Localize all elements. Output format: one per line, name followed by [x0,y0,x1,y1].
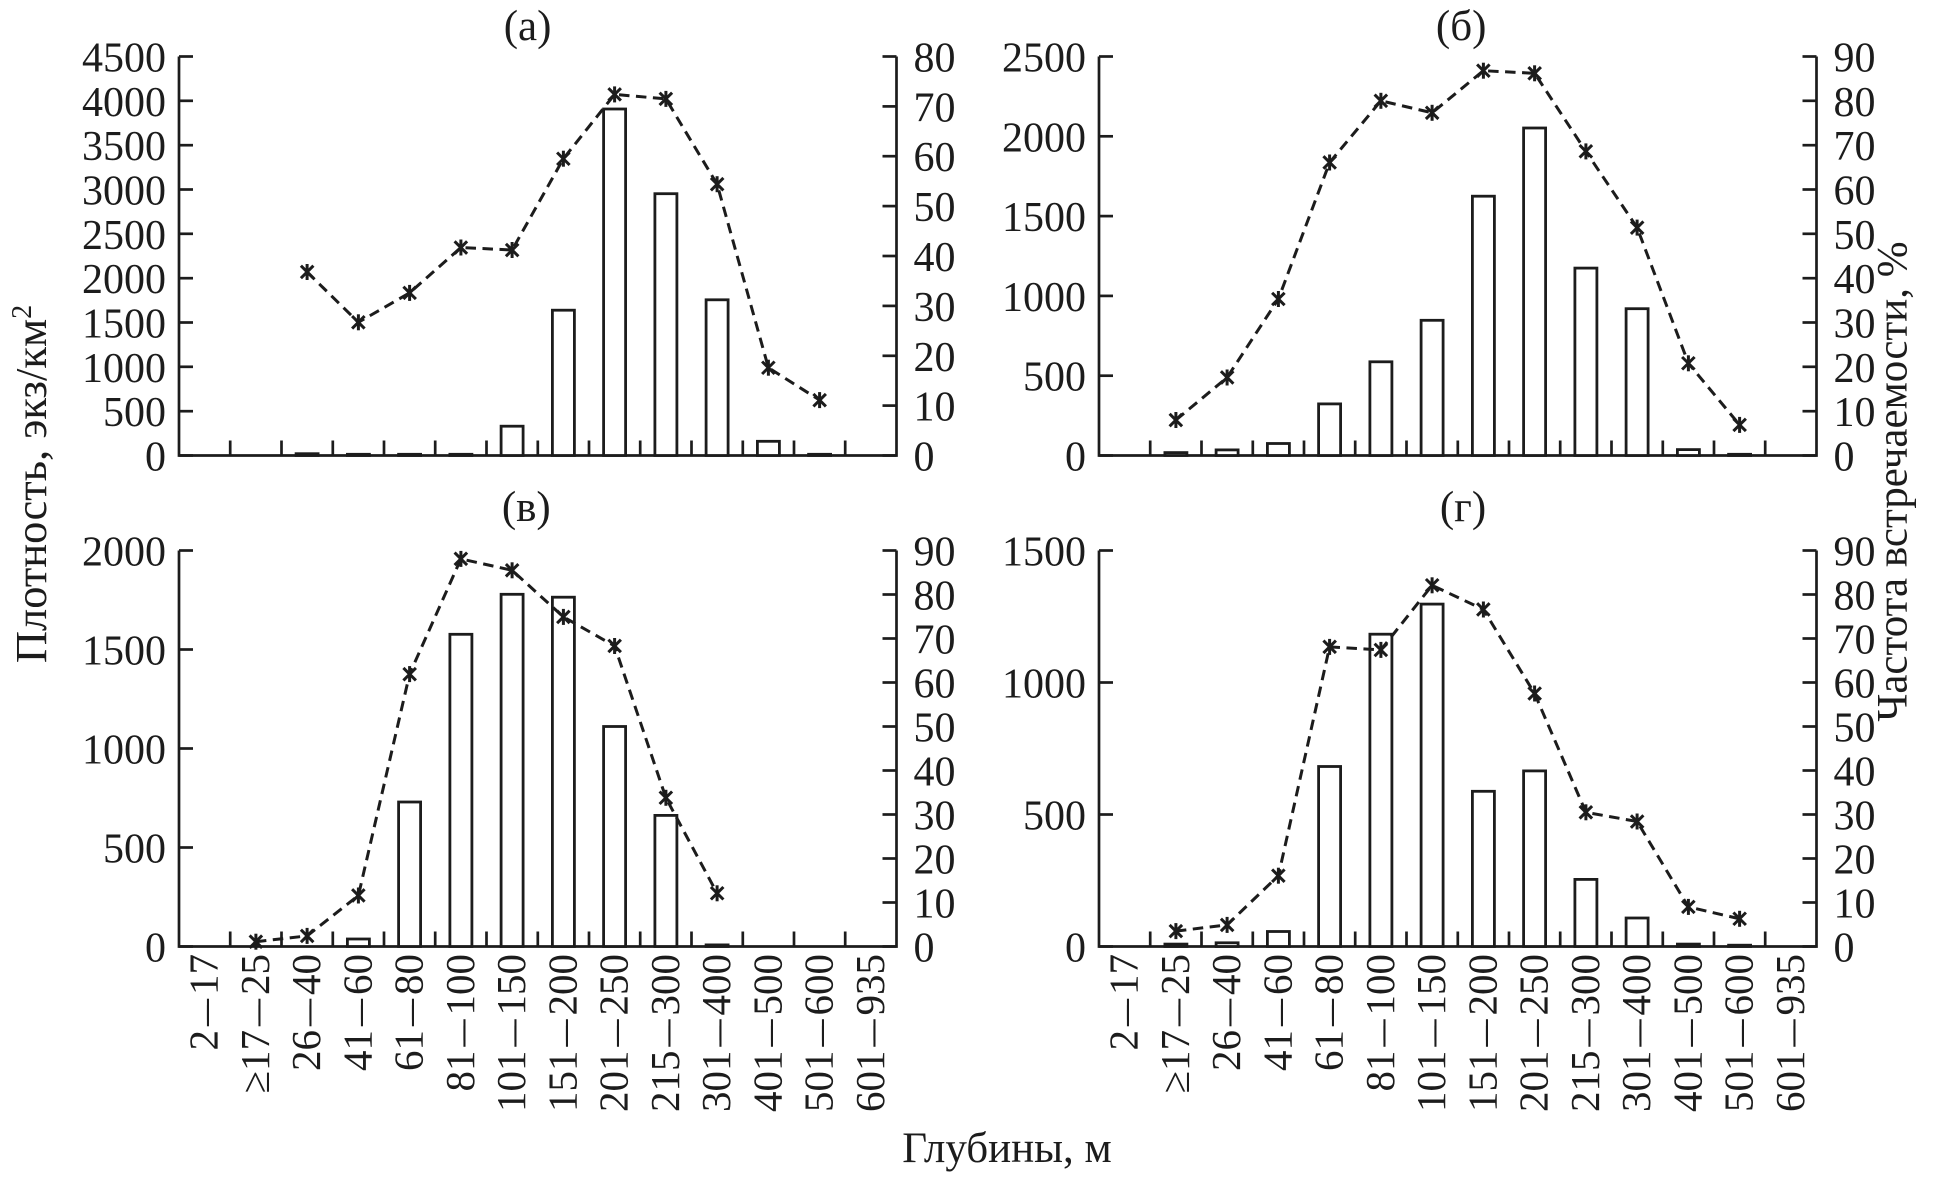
svg-text:0: 0 [145,926,166,972]
svg-text:2000: 2000 [82,530,166,576]
svg-text:1000: 1000 [82,728,166,774]
svg-text:(г): (г) [1440,484,1486,531]
svg-text:90: 90 [1834,36,1876,82]
svg-text:10: 10 [914,385,956,431]
svg-text:26––40: 26––40 [1203,954,1249,1071]
svg-text:501––600: 501––600 [1716,954,1762,1112]
svg-text:41––60: 41––60 [1254,954,1300,1071]
svg-text:50: 50 [914,706,956,752]
svg-text:40: 40 [914,750,956,796]
svg-text:(в): (в) [502,484,551,531]
svg-text:≥17––25: ≥17––25 [1152,954,1198,1094]
svg-text:81––100: 81––100 [1357,954,1403,1092]
svg-text:80: 80 [1834,574,1876,620]
svg-text:26––40: 26––40 [283,954,329,1071]
svg-text:0: 0 [1834,435,1855,481]
svg-text:20: 20 [914,838,956,884]
svg-text:61––80: 61––80 [1306,954,1352,1071]
svg-text:1000: 1000 [1002,662,1086,708]
svg-text:500: 500 [103,827,166,873]
svg-text:0: 0 [914,435,935,481]
svg-text:201––250: 201––250 [1511,954,1557,1112]
svg-text:30: 30 [914,794,956,840]
svg-text:3500: 3500 [82,124,166,170]
svg-text:40: 40 [914,235,956,281]
svg-text:601––935: 601––935 [847,954,893,1112]
svg-text:30: 30 [1834,302,1876,348]
svg-text:2––17: 2––17 [1101,954,1147,1051]
svg-text:0: 0 [914,926,935,972]
svg-text:20: 20 [1834,346,1876,392]
svg-text:215––300: 215––300 [642,954,688,1112]
svg-text:0: 0 [1834,926,1855,972]
svg-text:90: 90 [1834,530,1876,576]
svg-text:60: 60 [1834,169,1876,215]
svg-text:0: 0 [1065,926,1086,972]
svg-text:0: 0 [145,435,166,481]
svg-text:151––200: 151––200 [1459,954,1505,1112]
svg-text:50: 50 [914,185,956,231]
svg-text:80: 80 [914,574,956,620]
svg-text:Плотность, экз/км2: Плотность, экз/км2 [6,305,56,663]
svg-text:61––80: 61––80 [386,954,432,1071]
svg-text:2––17: 2––17 [181,954,227,1051]
svg-text:Частота встречаемости, %: Частота встречаемости, % [1870,241,1917,721]
svg-text:101––150: 101––150 [1408,954,1454,1112]
svg-text:60: 60 [1834,662,1876,708]
svg-text:1500: 1500 [1002,195,1086,241]
svg-text:0: 0 [1065,435,1086,481]
svg-text:Глубины, м: Глубины, м [902,1125,1112,1172]
svg-text:10: 10 [914,882,956,928]
svg-text:500: 500 [103,390,166,436]
svg-text:601––935: 601––935 [1767,954,1813,1112]
svg-text:60: 60 [914,662,956,708]
svg-text:2500: 2500 [1002,36,1086,82]
svg-text:≥17––25: ≥17––25 [232,954,278,1094]
svg-text:10: 10 [1834,390,1876,436]
svg-text:30: 30 [914,285,956,331]
svg-text:151––200: 151––200 [539,954,585,1112]
svg-text:501––600: 501––600 [796,954,842,1112]
svg-text:70: 70 [914,618,956,664]
svg-text:20: 20 [914,335,956,381]
svg-text:2000: 2000 [82,257,166,303]
svg-text:401––500: 401––500 [1664,954,1710,1112]
svg-text:1500: 1500 [82,629,166,675]
svg-text:41––60: 41––60 [334,954,380,1071]
svg-text:30: 30 [1834,794,1876,840]
svg-text:1500: 1500 [82,302,166,348]
svg-text:301––400: 301––400 [1613,954,1659,1112]
svg-text:20: 20 [1834,838,1876,884]
svg-text:500: 500 [1023,355,1086,401]
svg-text:201––250: 201––250 [591,954,637,1112]
svg-text:2500: 2500 [82,213,166,259]
svg-text:80: 80 [1834,80,1876,126]
svg-text:4500: 4500 [82,36,166,82]
svg-text:3000: 3000 [82,169,166,215]
svg-text:70: 70 [1834,124,1876,170]
svg-text:80: 80 [914,36,956,82]
svg-text:1500: 1500 [1002,530,1086,576]
svg-text:50: 50 [1834,706,1876,752]
svg-text:40: 40 [1834,257,1876,303]
svg-text:(б): (б) [1436,3,1487,50]
svg-text:4000: 4000 [82,80,166,126]
svg-text:50: 50 [1834,213,1876,259]
svg-text:(а): (а) [504,3,552,50]
svg-text:2000: 2000 [1002,115,1086,161]
svg-text:90: 90 [914,530,956,576]
svg-text:301––400: 301––400 [693,954,739,1112]
svg-text:500: 500 [1023,794,1086,840]
svg-text:10: 10 [1834,882,1876,928]
svg-text:101––150: 101––150 [488,954,534,1112]
svg-text:215––300: 215––300 [1562,954,1608,1112]
svg-text:70: 70 [1834,618,1876,664]
svg-text:401––500: 401––500 [744,954,790,1112]
svg-text:1000: 1000 [1002,275,1086,321]
svg-text:60: 60 [914,135,956,181]
svg-text:40: 40 [1834,750,1876,796]
svg-text:70: 70 [914,85,956,131]
svg-text:1000: 1000 [82,346,166,392]
svg-text:81––100: 81––100 [437,954,483,1092]
